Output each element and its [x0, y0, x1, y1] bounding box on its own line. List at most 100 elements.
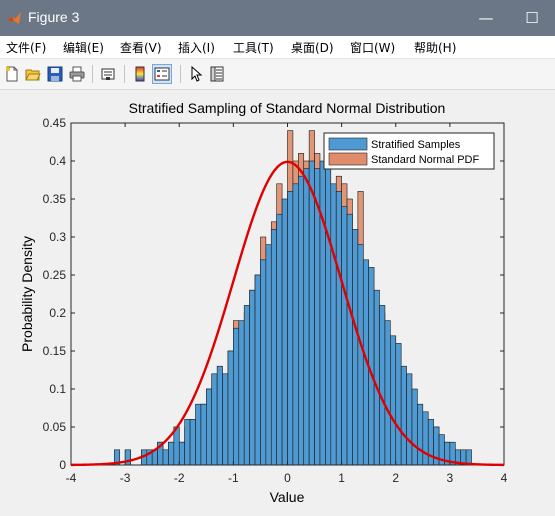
- stratified-bar: [292, 183, 299, 466]
- stratified-bar: [406, 373, 413, 466]
- legend-label-pdf: Standard Normal PDF: [371, 154, 479, 166]
- new-figure-icon[interactable]: [2, 64, 22, 84]
- y-tick-label: 0.45: [43, 116, 67, 130]
- stratified-bar: [211, 373, 218, 466]
- open-icon[interactable]: [23, 64, 43, 84]
- toolbar-separator: [92, 65, 93, 83]
- legend-icon[interactable]: [152, 64, 172, 84]
- legend[interactable]: Stratified Samples Standard Normal PDF: [323, 132, 495, 170]
- stratified-bar: [319, 160, 326, 466]
- menu-tools[interactable]: 工具(T): [233, 41, 274, 55]
- legend-swatch-stratified: [328, 137, 368, 151]
- stratified-bar: [216, 365, 223, 466]
- stratified-bar: [384, 320, 391, 466]
- toolbar-separator: [124, 65, 125, 83]
- stratified-bar: [422, 411, 429, 466]
- menu-edit[interactable]: 编辑(E): [63, 41, 104, 55]
- print-icon[interactable]: [67, 64, 87, 84]
- stratified-bar: [298, 175, 305, 466]
- stratified-bar: [173, 426, 180, 466]
- stratified-bar: [417, 403, 424, 466]
- x-tick-label: 1: [338, 471, 345, 485]
- stratified-bar: [265, 244, 272, 466]
- x-axis-label: Value: [270, 489, 305, 505]
- x-tick-label: 0: [284, 471, 291, 485]
- legend-swatch-pdf: [328, 152, 368, 166]
- maximize-button[interactable]: ☐: [525, 9, 539, 27]
- stratified-bar: [352, 229, 359, 466]
- save-icon[interactable]: [45, 64, 65, 84]
- y-tick-label: 0.4: [49, 154, 66, 168]
- toolbar-separator: [180, 65, 181, 83]
- stratified-bar: [341, 206, 348, 466]
- stratified-bar: [243, 305, 250, 466]
- chart-title: Stratified Sampling of Standard Normal D…: [129, 100, 446, 116]
- stratified-bar: [270, 229, 277, 466]
- stratified-bar: [373, 289, 380, 466]
- pointer-icon[interactable]: [186, 64, 206, 84]
- colorbar-icon[interactable]: [130, 64, 150, 84]
- stratified-bar: [314, 168, 321, 466]
- menu-bar: 文件(F) 编辑(E) 查看(V) 插入(I) 工具(T) 桌面(D) 窗口(W…: [0, 36, 555, 59]
- y-tick-label: 0.3: [49, 230, 66, 244]
- y-tick-label: 0: [59, 458, 66, 472]
- stratified-bar: [330, 183, 337, 466]
- x-tick-label: -3: [120, 471, 131, 485]
- toolbar: [0, 59, 555, 90]
- y-axis-label: Probability Density: [19, 236, 35, 352]
- menu-view[interactable]: 查看(V): [120, 41, 162, 55]
- stratified-bar: [308, 160, 315, 466]
- normal-pdf-curve: [70, 160, 505, 467]
- stratified-bar: [411, 388, 418, 466]
- y-tick-label: 0.15: [43, 344, 67, 358]
- property-editor-icon[interactable]: [207, 64, 227, 84]
- stratified-bar: [233, 327, 240, 466]
- stratified-bar: [124, 449, 131, 466]
- y-tick-label: 0.25: [43, 268, 67, 282]
- minimize-button[interactable]: —: [478, 9, 494, 27]
- stratified-bar: [168, 441, 175, 466]
- menu-help[interactable]: 帮助(H): [414, 41, 457, 55]
- stratified-bar: [400, 365, 407, 466]
- stratified-bar: [227, 350, 234, 466]
- menu-desktop[interactable]: 桌面(D): [291, 41, 334, 55]
- stratified-bar: [238, 320, 245, 466]
- link-icon[interactable]: [98, 64, 118, 84]
- y-tick-label: 0.35: [43, 192, 67, 206]
- stratified-bar: [395, 343, 402, 466]
- y-tick-label: 0.05: [43, 420, 67, 434]
- stratified-bar: [206, 388, 213, 466]
- x-tick-label: 2: [392, 471, 399, 485]
- menu-window[interactable]: 窗口(W): [350, 41, 396, 55]
- stratified-bar: [189, 419, 196, 466]
- y-tick-label: 0.1: [49, 382, 66, 396]
- stratified-bar: [346, 213, 353, 466]
- x-tick-label: -4: [66, 471, 77, 485]
- y-tick-label: 0.2: [49, 306, 66, 320]
- stratified-bar: [249, 289, 256, 466]
- title-bar[interactable]: Figure 3 — ☐: [0, 0, 555, 36]
- stratified-bar: [200, 403, 207, 466]
- x-tick-label: -1: [228, 471, 239, 485]
- stratified-bar: [379, 305, 386, 466]
- stratified-bar: [287, 191, 294, 466]
- stratified-bar: [281, 198, 288, 466]
- matlab-logo-icon: [7, 12, 21, 24]
- legend-label-stratified: Stratified Samples: [371, 139, 461, 151]
- stratified-bar: [335, 191, 342, 466]
- menu-insert[interactable]: 插入(I): [178, 41, 215, 55]
- plot-area: Stratified Sampling of Standard Normal D…: [0, 90, 555, 512]
- stratified-bar: [427, 419, 434, 466]
- stratified-bar: [222, 373, 229, 466]
- x-tick-label: 4: [501, 471, 508, 485]
- chart[interactable]: Stratified Sampling of Standard Normal D…: [0, 90, 555, 512]
- stratified-bar: [254, 274, 261, 466]
- window-title: Figure 3: [28, 9, 80, 25]
- stratified-bar: [195, 403, 202, 466]
- stratified-bar: [303, 168, 310, 466]
- menu-file[interactable]: 文件(F): [6, 41, 47, 55]
- stratified-bar: [276, 213, 283, 466]
- x-tick-label: 3: [447, 471, 454, 485]
- x-tick-label: -2: [174, 471, 185, 485]
